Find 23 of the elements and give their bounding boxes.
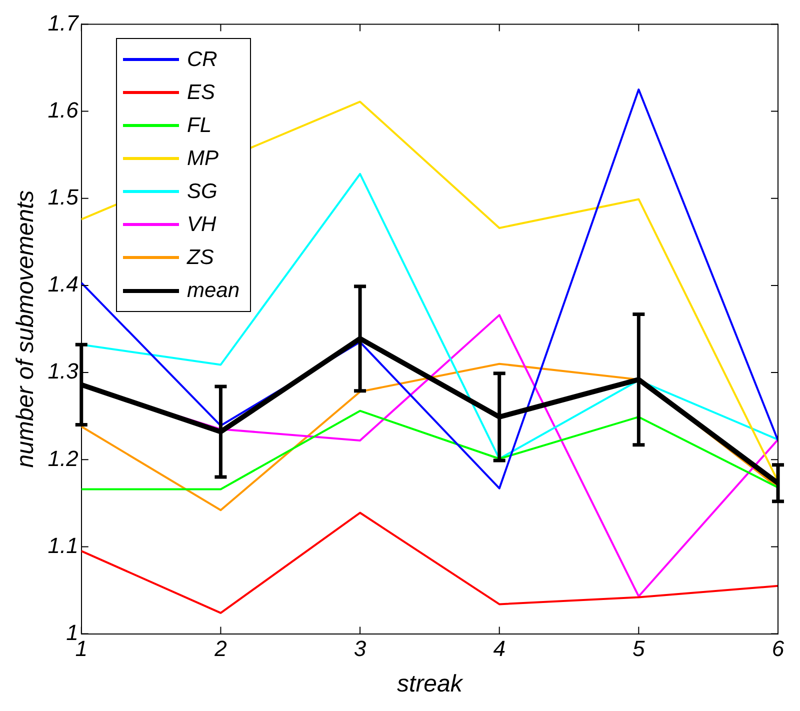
y-axis-title: number of submovements <box>12 190 40 468</box>
y-tick-label: 1.6 <box>48 97 80 122</box>
x-tick-label: 3 <box>354 636 367 662</box>
x-tick-label: 4 <box>493 636 506 662</box>
y-tick-label: 1.2 <box>48 446 78 471</box>
legend-label: SG <box>187 180 218 204</box>
legend-label: MP <box>187 146 218 170</box>
legend-label: mean <box>187 278 240 302</box>
y-tick-label: 1.5 <box>48 184 80 210</box>
legend-label: VH <box>187 212 216 236</box>
legend-label: CR <box>187 48 218 72</box>
y-tick-label: 1.1 <box>48 532 78 558</box>
x-axis-title: streak <box>397 670 464 698</box>
x-tick-label: 5 <box>632 636 646 662</box>
legend-label: FL <box>187 114 212 138</box>
x-tick-label: 2 <box>214 636 227 662</box>
y-tick-label: 1.7 <box>48 10 80 36</box>
y-tick-label: 1.3 <box>48 358 80 384</box>
legend-label: ES <box>187 80 216 104</box>
legend-label: ZS <box>187 246 214 270</box>
y-tick-label: 1 <box>66 620 78 645</box>
x-tick-label: 6 <box>772 636 785 662</box>
y-tick-label: 1.4 <box>48 272 78 297</box>
